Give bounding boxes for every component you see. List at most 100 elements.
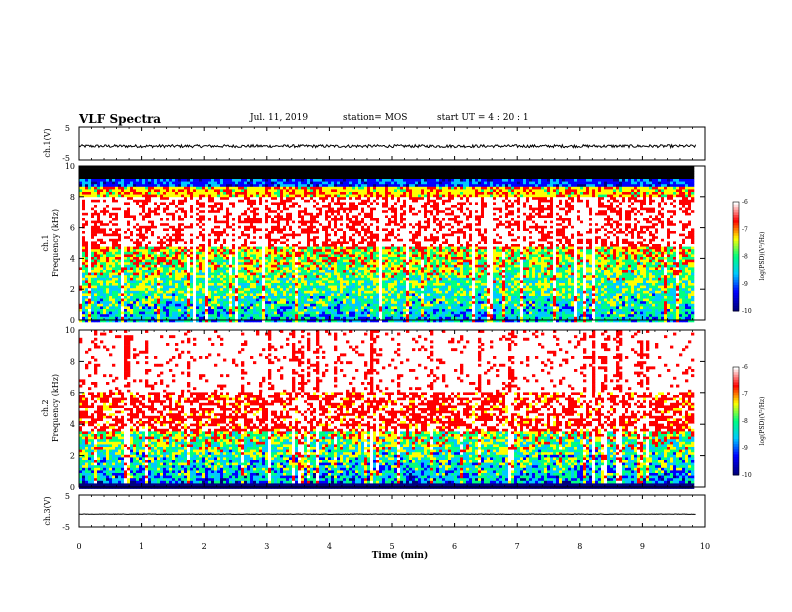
spectrogram-cell [325,251,329,255]
spectrogram-cell [124,283,128,286]
spectrogram-cell [88,283,92,286]
spectrogram-cell [163,181,167,185]
spectrogram-cell [94,296,98,299]
spectrogram-cell [298,223,302,227]
spectrogram-cell [304,280,308,284]
spectrogram-cell [121,231,125,234]
spectrogram-cell [82,166,86,169]
spectrogram-cell [154,176,158,180]
spectrogram-cell [145,296,149,299]
spectrogram-cell [283,264,287,268]
spectrogram-cell [106,199,110,203]
spectrogram-cell [319,236,323,240]
spectrogram-cell [199,192,203,195]
spectrogram-cell [289,275,293,279]
spectrogram-cell [274,179,278,182]
spectrogram-cell [208,186,212,190]
spectrogram-cell [313,218,317,221]
spectrogram-cell [193,309,197,312]
spectrogram-cell [259,186,263,190]
spectrogram-cell [220,306,224,310]
spectrogram-cell [238,283,242,286]
spectrogram-cell [109,166,113,169]
spectrogram-cell [262,293,266,297]
spectrogram-cell [208,197,212,201]
spectrogram-cell [130,262,134,266]
spectrogram-cell [226,197,230,201]
spectrogram-cell [85,301,89,305]
spectrogram-cell [139,283,143,286]
spectrogram-cell [79,290,83,294]
spectrogram-cell [166,244,170,247]
spectrogram-cell [259,290,263,294]
spectrogram-cell [79,259,83,263]
spectrogram-cell [220,244,224,247]
spectrogram-cell [100,168,104,172]
spectrogram-cell [208,244,212,247]
spectrogram-cell [217,181,221,185]
spectrogram-cell [148,270,152,273]
spectrogram-cell [229,194,233,198]
spectrogram-cell [328,173,332,177]
spectrogram-cell [79,267,83,271]
spectrogram-cell [151,215,155,219]
spectrogram-cell [220,184,224,188]
spectrogram-cell [121,220,125,224]
spectrogram-cell [175,319,179,323]
spectrogram-cell [151,181,155,185]
spectrogram-cell [277,270,281,273]
spectrogram-cell [175,301,179,305]
spectrogram-cell [265,283,269,286]
spectrogram-cell [82,192,86,195]
spectrogram-cell [139,293,143,297]
spectrogram-cell [181,241,185,245]
spectrogram-cell [169,270,173,273]
spectrogram-cell [97,262,101,266]
spectrogram-cell [298,264,302,268]
spectrogram-cell [187,228,191,232]
spectrogram-cell [244,202,248,206]
spectrogram-cell [226,236,230,240]
spectrogram-cell [157,166,161,169]
spectrogram-cell [163,223,167,227]
spectrogram-cell [181,236,185,240]
spectrogram-cell [88,186,92,190]
spectrogram-cell [118,218,122,221]
spectrogram-cell [148,192,152,195]
spectrogram-cell [316,241,320,245]
spectrogram-cell [247,257,251,260]
spectrogram-cell [124,205,128,208]
spectrogram-cell [85,296,89,299]
spectrogram-cell [103,303,107,307]
spectrogram-cell [199,296,203,299]
spectrogram-cell [301,246,305,250]
spectrogram-cell [121,290,125,294]
spectrogram-cell [100,264,104,268]
spectrogram-cell [241,288,245,292]
spectrogram-cell [220,288,224,292]
spectrogram-cell [277,207,281,211]
spectrogram-cell [181,225,185,229]
spectrogram-cell [289,251,293,255]
spectrogram-cell [94,259,98,263]
spectrogram-cell [151,244,155,247]
spectrogram-cell [313,184,317,188]
spectrogram-cell [151,285,155,289]
spectrogram-cell [142,262,146,266]
spectrogram-cell [211,262,215,266]
spectrogram-cell [127,186,131,190]
spectrogram-cell [109,306,113,310]
spectrogram-cell [298,316,302,320]
spectrogram-cell [217,254,221,258]
spectrogram-cell [226,283,230,286]
spectrogram-cell [163,272,167,276]
spectrogram-cell [229,311,233,315]
spectrogram-cell [130,309,134,312]
spectrogram-cell [91,220,95,224]
spectrogram-cell [91,184,95,188]
spectrogram-cell [241,181,245,185]
spectrogram-cell [124,215,128,219]
spectrogram-cell [142,186,146,190]
spectrogram-cell [322,215,326,219]
spectrogram-cell [91,285,95,289]
